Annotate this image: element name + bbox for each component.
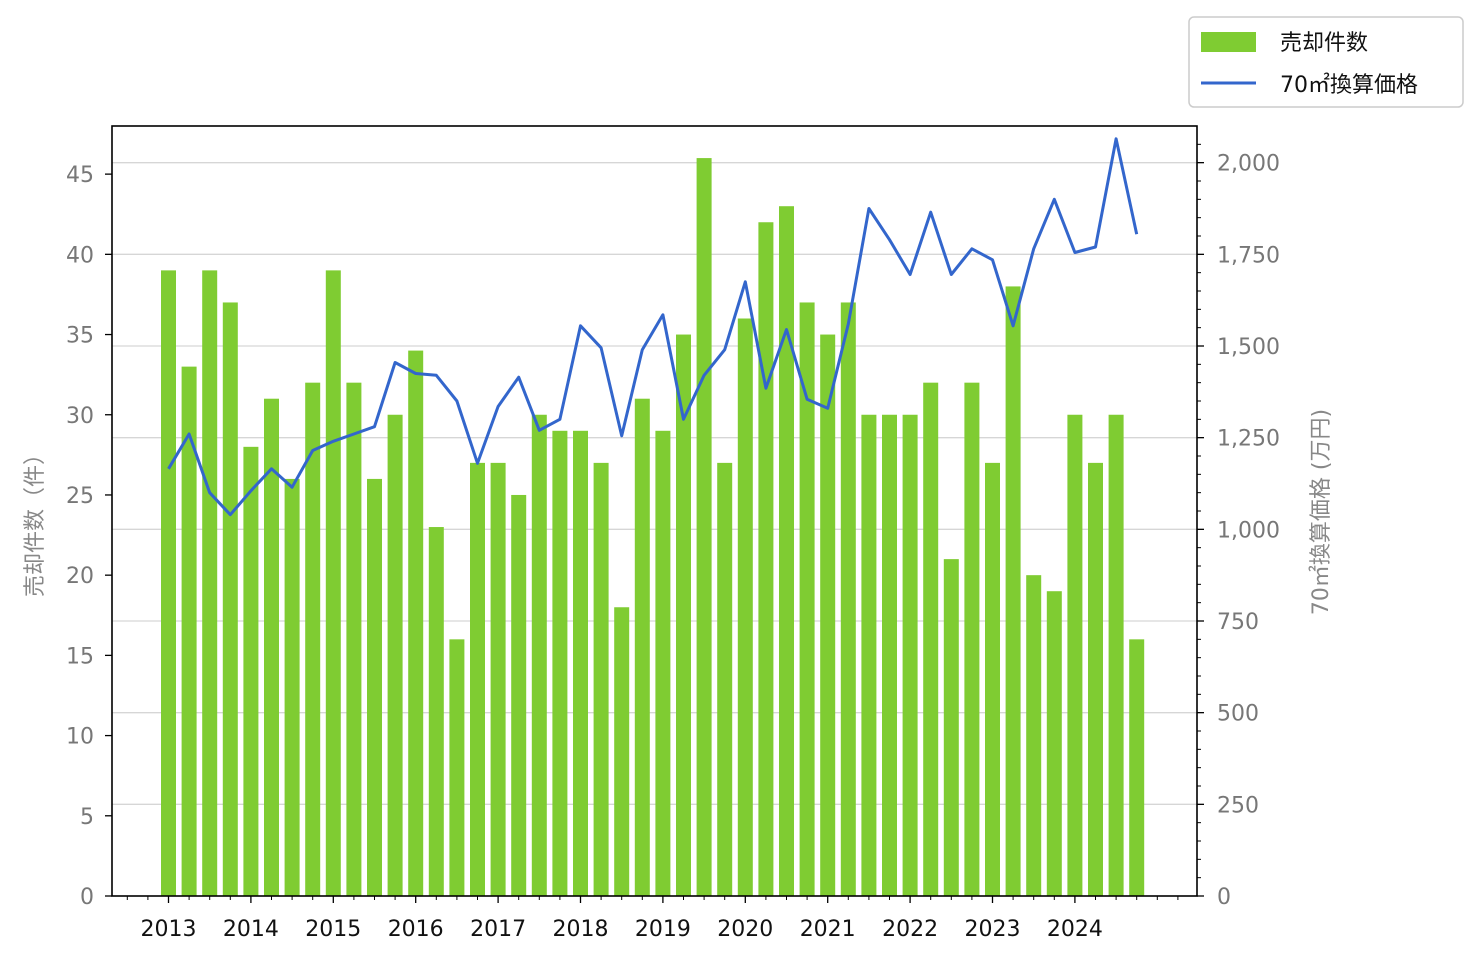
bar — [758, 222, 774, 896]
x-tick-label: 2014 — [223, 917, 279, 942]
bar — [428, 527, 444, 896]
left-tick-label: 20 — [66, 564, 94, 589]
bar — [305, 382, 321, 897]
bar — [325, 270, 341, 896]
bar — [985, 462, 1000, 896]
bar — [737, 318, 753, 896]
bar — [614, 607, 630, 896]
left-tick-label: 25 — [66, 484, 94, 509]
x-tick-label: 2016 — [388, 917, 444, 942]
bar — [593, 462, 609, 896]
x-tick-label: 2020 — [717, 917, 773, 942]
bar — [1088, 462, 1103, 896]
bar — [449, 639, 465, 896]
legend-label-line: 70㎡換算価格 — [1280, 72, 1418, 98]
left-tick-label: 40 — [66, 243, 94, 268]
right-tick-label: 1,500 — [1217, 335, 1280, 360]
bar — [634, 398, 650, 896]
bar — [1067, 414, 1083, 896]
bar — [387, 414, 403, 896]
bar — [284, 478, 300, 896]
legend-swatch-bar — [1201, 32, 1256, 52]
x-tick-label: 2013 — [141, 917, 197, 942]
right-tick-label: 1,000 — [1217, 518, 1280, 543]
bar — [1129, 639, 1145, 896]
left-axis: 0 5 10 15 20 25 30 35 40 45 — [66, 163, 112, 910]
left-tick-label: 10 — [66, 725, 94, 750]
bar — [264, 398, 279, 896]
bar — [655, 430, 671, 896]
x-axis: 2013 2014 2015 2016 2017 2018 2019 2020 2021 2022… — [126, 896, 1179, 942]
left-tick-label: 5 — [80, 805, 94, 830]
x-tick-label: 2022 — [882, 917, 938, 942]
legend-box — [1188, 16, 1464, 108]
legend: 売却件数 70㎡換算価格 — [1188, 16, 1464, 108]
bar — [861, 414, 877, 896]
bar — [1026, 575, 1042, 896]
right-tick-label: 750 — [1217, 610, 1259, 635]
right-axis: 0 250 500 750 1,000 1,250 1,500 1,750 2,000 — [1197, 143, 1280, 910]
right-tick-label: 1,750 — [1217, 243, 1280, 268]
bar — [408, 350, 424, 896]
right-tick-label: 500 — [1217, 702, 1259, 727]
bar — [1108, 414, 1124, 896]
left-tick-label: 45 — [66, 163, 94, 188]
x-tick-label: 2018 — [553, 917, 609, 942]
bar — [902, 414, 918, 896]
left-tick-label: 30 — [66, 404, 94, 429]
bar — [490, 462, 506, 896]
x-tick-label: 2021 — [800, 917, 856, 942]
bar — [346, 382, 362, 897]
bar — [964, 382, 980, 897]
bar — [676, 334, 691, 897]
right-tick-label: 250 — [1217, 793, 1259, 818]
bar — [531, 414, 547, 896]
bar — [1005, 286, 1021, 897]
x-tick-label: 2019 — [635, 917, 691, 942]
bar — [202, 270, 218, 896]
bar — [243, 446, 259, 896]
x-tick-label: 2024 — [1047, 917, 1103, 942]
bar — [181, 366, 197, 896]
right-tick-label: 1,250 — [1217, 427, 1280, 452]
bar — [717, 462, 733, 896]
bar — [470, 462, 485, 896]
bar — [1046, 591, 1062, 896]
bar — [840, 302, 856, 896]
price-line — [167, 137, 1139, 517]
bar — [696, 158, 712, 897]
bar — [779, 206, 794, 897]
bar — [799, 302, 815, 896]
legend-label-bar: 売却件数 — [1280, 31, 1368, 56]
left-tick-label: 0 — [80, 885, 94, 910]
bar — [511, 494, 527, 896]
x-tick-label: 2017 — [470, 917, 526, 942]
left-axis-title: 売却件数（件） — [23, 443, 48, 597]
bar — [882, 414, 897, 896]
bar — [573, 430, 588, 896]
bar — [923, 382, 939, 897]
left-tick-label: 15 — [66, 644, 94, 669]
bar-series — [161, 158, 1145, 897]
bar — [367, 478, 382, 896]
x-tick-label: 2023 — [965, 917, 1021, 942]
bar — [820, 334, 836, 897]
left-tick-label: 35 — [66, 324, 94, 349]
bar — [161, 270, 176, 896]
bar — [943, 559, 959, 896]
right-tick-label: 2,000 — [1217, 152, 1280, 177]
right-axis-title: 70㎡換算価格 (万円) — [1308, 409, 1334, 615]
bar — [552, 430, 568, 896]
x-tick-label: 2015 — [305, 917, 361, 942]
right-tick-label: 0 — [1217, 885, 1231, 910]
bar — [222, 302, 238, 896]
